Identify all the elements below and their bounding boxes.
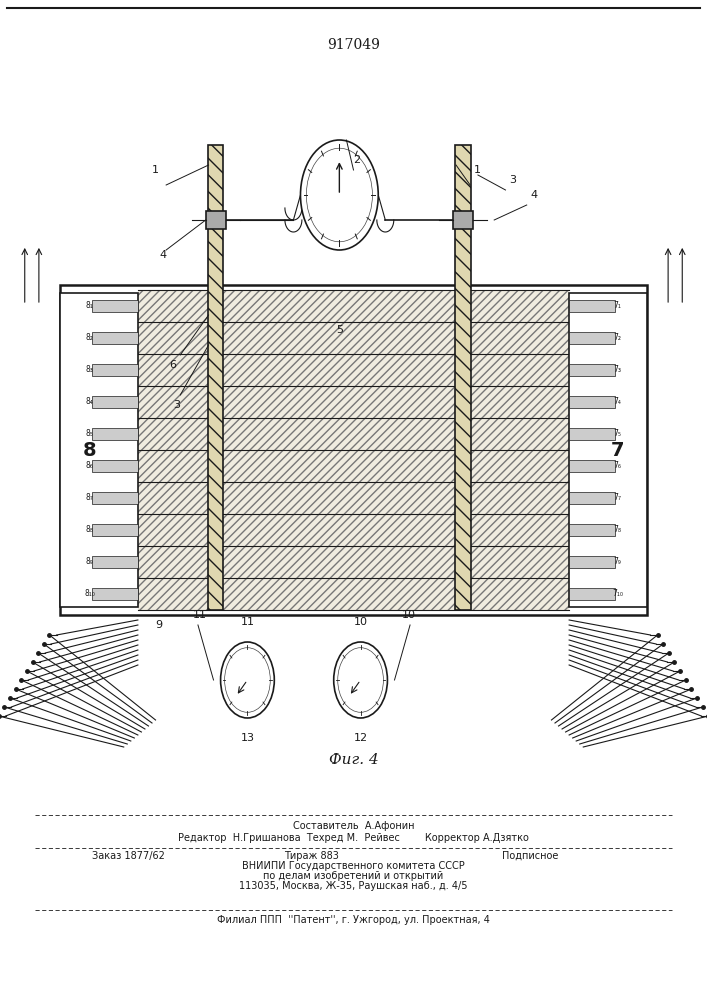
- Bar: [569, 492, 615, 504]
- Text: 3: 3: [509, 175, 516, 185]
- Text: 7₁₀: 7₁₀: [612, 589, 623, 598]
- Text: 7₃: 7₃: [614, 365, 621, 374]
- Text: 7₈: 7₈: [614, 526, 621, 534]
- Bar: [569, 524, 615, 536]
- Text: 8₁₀: 8₁₀: [84, 589, 95, 598]
- Circle shape: [221, 642, 274, 718]
- Text: 8: 8: [83, 440, 96, 460]
- Text: 8₅: 8₅: [86, 430, 93, 438]
- Text: 5: 5: [336, 325, 343, 335]
- Text: 10: 10: [402, 610, 416, 620]
- Text: 1: 1: [474, 165, 481, 175]
- Bar: [92, 428, 138, 440]
- Text: 9: 9: [156, 620, 163, 630]
- Circle shape: [300, 140, 378, 250]
- Text: 7₁: 7₁: [614, 302, 621, 310]
- Text: 8₉: 8₉: [86, 558, 93, 566]
- Circle shape: [338, 648, 383, 712]
- Text: 7₂: 7₂: [614, 334, 621, 342]
- Text: 6: 6: [170, 360, 177, 370]
- Text: 8₃: 8₃: [86, 365, 93, 374]
- Bar: [206, 211, 226, 229]
- Bar: [569, 588, 615, 600]
- Text: 8₄: 8₄: [86, 397, 93, 406]
- Text: 917049: 917049: [327, 38, 380, 52]
- Text: 8₆: 8₆: [86, 462, 93, 471]
- Text: Редактор  Н.Гришанова  Техред М.  Рейвес        Корректор А.Дзятко: Редактор Н.Гришанова Техред М. Рейвес Ко…: [178, 833, 529, 843]
- Text: 113035, Москва, Ж-35, Раушская наб., д. 4/5: 113035, Москва, Ж-35, Раушская наб., д. …: [239, 881, 468, 891]
- Text: 4: 4: [530, 190, 537, 200]
- Text: 11: 11: [192, 610, 206, 620]
- Bar: [569, 300, 615, 312]
- Text: 7₅: 7₅: [614, 430, 621, 438]
- Text: 8₈: 8₈: [86, 526, 93, 534]
- Text: 8₇: 8₇: [86, 493, 93, 502]
- Circle shape: [306, 148, 373, 242]
- Bar: [92, 364, 138, 376]
- Text: 13: 13: [240, 733, 255, 743]
- Text: 7₉: 7₉: [614, 558, 621, 566]
- Text: 1: 1: [152, 165, 159, 175]
- Text: ВНИИПИ Государственного комитета СССР: ВНИИПИ Государственного комитета СССР: [242, 861, 465, 871]
- Text: 12: 12: [354, 733, 368, 743]
- Bar: [92, 332, 138, 344]
- Bar: [569, 428, 615, 440]
- Text: Тираж 883: Тираж 883: [284, 851, 339, 861]
- Text: 7₄: 7₄: [614, 397, 621, 406]
- Bar: [569, 364, 615, 376]
- Bar: [569, 332, 615, 344]
- Bar: [453, 211, 473, 229]
- Bar: [92, 492, 138, 504]
- Bar: [455, 145, 471, 610]
- Text: 7₇: 7₇: [614, 493, 621, 502]
- Bar: [208, 145, 223, 610]
- Bar: [60, 293, 138, 607]
- Bar: [60, 285, 647, 615]
- Text: 8₂: 8₂: [86, 334, 93, 342]
- Text: Составитель  А.Афонин: Составитель А.Афонин: [293, 821, 414, 831]
- Text: 11: 11: [240, 617, 255, 627]
- Text: 10: 10: [354, 617, 368, 627]
- Bar: [569, 293, 647, 607]
- Circle shape: [334, 642, 387, 718]
- Bar: [92, 556, 138, 568]
- Bar: [138, 290, 569, 610]
- Text: Подписное: Подписное: [502, 851, 559, 861]
- Text: Заказ 1877/62: Заказ 1877/62: [92, 851, 165, 861]
- Bar: [92, 524, 138, 536]
- Bar: [569, 556, 615, 568]
- Text: 2: 2: [354, 155, 361, 165]
- Bar: [92, 588, 138, 600]
- Circle shape: [225, 648, 270, 712]
- Text: 8₁: 8₁: [86, 302, 93, 310]
- Bar: [569, 396, 615, 408]
- Text: по делам изобретений и открытий: по делам изобретений и открытий: [264, 871, 443, 881]
- Text: 7: 7: [611, 440, 624, 460]
- Bar: [92, 396, 138, 408]
- Text: 3: 3: [173, 400, 180, 410]
- Text: 7₆: 7₆: [614, 462, 621, 471]
- Bar: [569, 460, 615, 472]
- Text: Фиг. 4: Фиг. 4: [329, 753, 378, 767]
- Text: 4: 4: [159, 250, 166, 260]
- Text: Филиал ППП  ''Патент'', г. Ужгород, ул. Проектная, 4: Филиал ППП ''Патент'', г. Ужгород, ул. П…: [217, 915, 490, 925]
- Bar: [92, 300, 138, 312]
- Bar: [92, 460, 138, 472]
